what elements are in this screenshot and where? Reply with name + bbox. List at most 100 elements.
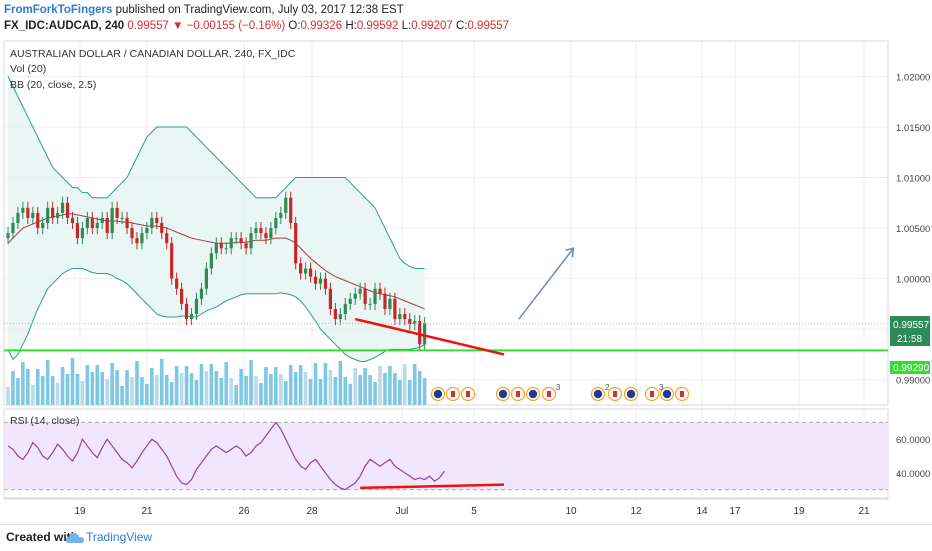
projection-arrow-head	[565, 247, 575, 258]
volume-bar	[383, 373, 387, 405]
time-axis: 19 21 26 28 Jul 5 10 12 14 17 19 21	[74, 506, 870, 517]
candle-body	[70, 217, 75, 223]
bollinger-fill	[8, 76, 425, 362]
candle-body	[289, 197, 293, 223]
volume-bar	[229, 378, 233, 405]
candle-body	[125, 217, 129, 229]
volume-bar	[194, 380, 199, 405]
volume-bar	[16, 378, 20, 405]
canada-flag-icon	[680, 391, 684, 397]
volume-bar	[31, 385, 35, 405]
price-tick-label: 1.02000	[896, 72, 930, 83]
candle-body	[279, 212, 283, 218]
candle-body	[204, 268, 208, 289]
candle-body	[368, 303, 372, 305]
time-tick-label: 17	[729, 506, 741, 517]
bb-legend: BB (20, close, 2.5)	[10, 79, 96, 91]
time-tick-label: 21	[141, 506, 153, 517]
candle-body	[60, 202, 65, 213]
tradingview-brand-link[interactable]: TradingView	[86, 530, 153, 544]
volume-bar	[412, 364, 417, 405]
volume-bar	[159, 359, 164, 405]
volume-bar	[184, 366, 189, 405]
canada-flag-icon	[613, 391, 617, 397]
time-tick-label: 5	[471, 506, 477, 517]
volume-bar	[288, 365, 293, 405]
candle-body	[408, 319, 412, 325]
candle-body	[75, 223, 80, 239]
candle-body	[184, 303, 189, 320]
candle-body	[418, 321, 422, 345]
support-price-tag: 0.99290	[890, 361, 930, 374]
time-tick-label: 21	[858, 506, 870, 517]
rsi-tick-label: 40.0000	[896, 469, 930, 480]
candle-body	[51, 207, 55, 218]
economic-events[interactable]: 3 2 3	[430, 383, 690, 402]
candle-body	[229, 238, 233, 249]
volume-bar	[363, 368, 367, 405]
chart-title: AUSTRALIAN DOLLAR / CANADIAN DOLLAR, 240…	[10, 48, 296, 60]
rsi-line	[7, 421, 445, 491]
volume-bar	[378, 366, 382, 405]
candle-body	[338, 314, 342, 320]
close-label: C:	[455, 20, 468, 32]
countdown-label: 21:58	[897, 334, 922, 345]
candle-body	[403, 314, 407, 320]
volume-bar	[422, 378, 427, 405]
publish-info: published on TradingView.com, July 03, 2…	[112, 4, 404, 16]
candle-body	[313, 276, 318, 284]
candle-body	[135, 238, 139, 244]
candle-body	[214, 243, 218, 254]
candle-body	[363, 288, 367, 304]
main-grid	[4, 41, 888, 405]
trend-line[interactable]	[354, 317, 505, 356]
volume-bar	[244, 376, 248, 405]
candle-body	[36, 212, 40, 229]
author-link[interactable]: FromForkToFingers	[4, 4, 113, 16]
candle-body	[180, 288, 184, 304]
event-count-label: 3	[659, 383, 664, 392]
candle-body	[100, 217, 104, 223]
volume-bar	[303, 372, 308, 405]
volume-bar	[174, 366, 179, 405]
symbol-label[interactable]: FX_IDC:AUDCAD, 240	[4, 20, 125, 32]
volume-bar	[373, 382, 377, 405]
volume-bar	[140, 377, 144, 405]
volume-bar	[293, 372, 298, 405]
volume-bar	[50, 376, 55, 405]
projection-arrow[interactable]	[518, 247, 575, 320]
candle-body	[393, 298, 397, 320]
candle-body	[80, 228, 84, 239]
low-label: L:	[401, 20, 412, 32]
volume-bar	[125, 370, 129, 405]
tradingview-cloud-icon	[66, 531, 84, 549]
candle-body	[274, 217, 278, 229]
candle-body	[378, 288, 382, 294]
volume-bar	[110, 363, 114, 405]
candle-body	[11, 223, 15, 234]
time-tick-label: 10	[565, 506, 577, 517]
volume-bar	[407, 380, 412, 405]
candle-body	[120, 217, 124, 219]
volume-bar	[55, 383, 60, 405]
volume-bar	[398, 380, 402, 405]
header: FromForkToFingers published on TradingVi…	[0, 0, 932, 40]
rsi-divergence-line[interactable]	[360, 483, 505, 490]
candle-body	[170, 243, 174, 279]
time-tick-label: 12	[630, 506, 642, 517]
volume-bar	[80, 381, 85, 405]
candle-body	[244, 243, 248, 249]
volume-bar	[279, 374, 283, 405]
low-value: 0.99207	[411, 20, 453, 32]
australia-flag-icon	[498, 389, 508, 399]
publish-line: FromForkToFingers published on TradingVi…	[4, 4, 404, 16]
volume-bar	[169, 382, 174, 405]
candle-body	[348, 298, 352, 304]
candle-body	[219, 243, 223, 249]
volume-bar	[234, 385, 238, 405]
price-change: −0.00155 (−0.16%)	[186, 20, 286, 32]
candle-body	[90, 217, 94, 229]
candle-body	[234, 238, 238, 240]
rsi-tick-label: 60.0000	[896, 435, 930, 446]
